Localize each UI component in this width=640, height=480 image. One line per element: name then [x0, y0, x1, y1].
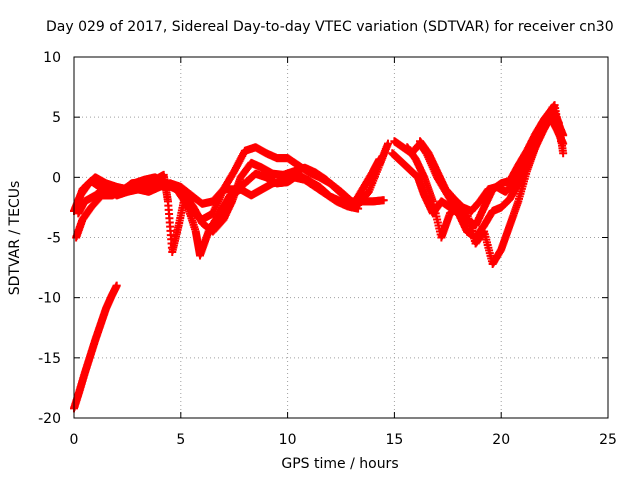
series-track-8 — [416, 101, 566, 216]
x-tick-label: 5 — [176, 432, 185, 448]
data-point — [375, 155, 384, 164]
data-point — [112, 281, 121, 290]
y-tick-label: -15 — [38, 351, 61, 367]
y-tick-label: -5 — [47, 231, 61, 247]
series-track-9 — [70, 281, 121, 413]
axis-ticks: 0 5 10 15 20 25 -20 -15 -10 -5 0 5 10 — [38, 50, 617, 448]
x-tick-label: 10 — [279, 432, 297, 448]
y-tick-label: -20 — [38, 411, 61, 427]
data-points — [70, 101, 568, 413]
y-tick-label: 10 — [43, 50, 61, 66]
chart-title: Day 029 of 2017, Sidereal Day-to-day VTE… — [46, 19, 614, 35]
y-tick-label: -10 — [38, 291, 61, 307]
data-point — [559, 149, 568, 158]
x-tick-label: 20 — [492, 432, 510, 448]
x-tick-label: 0 — [70, 432, 79, 448]
y-tick-label: 0 — [52, 170, 61, 186]
data-point — [557, 137, 566, 146]
x-axis-label: GPS time / hours — [281, 456, 399, 472]
data-point — [383, 139, 392, 148]
data-point — [354, 204, 363, 213]
y-axis-label-text: SDTVAR / TECUs — [7, 180, 23, 296]
y-tick-label: 5 — [52, 110, 61, 126]
x-tick-label: 25 — [599, 432, 617, 448]
series-track-4 — [72, 173, 363, 260]
plot-frame — [73, 56, 609, 419]
x-tick-label: 15 — [385, 432, 403, 448]
series-track-2 — [72, 139, 392, 256]
grid-lines — [74, 57, 608, 418]
data-point — [379, 196, 388, 205]
